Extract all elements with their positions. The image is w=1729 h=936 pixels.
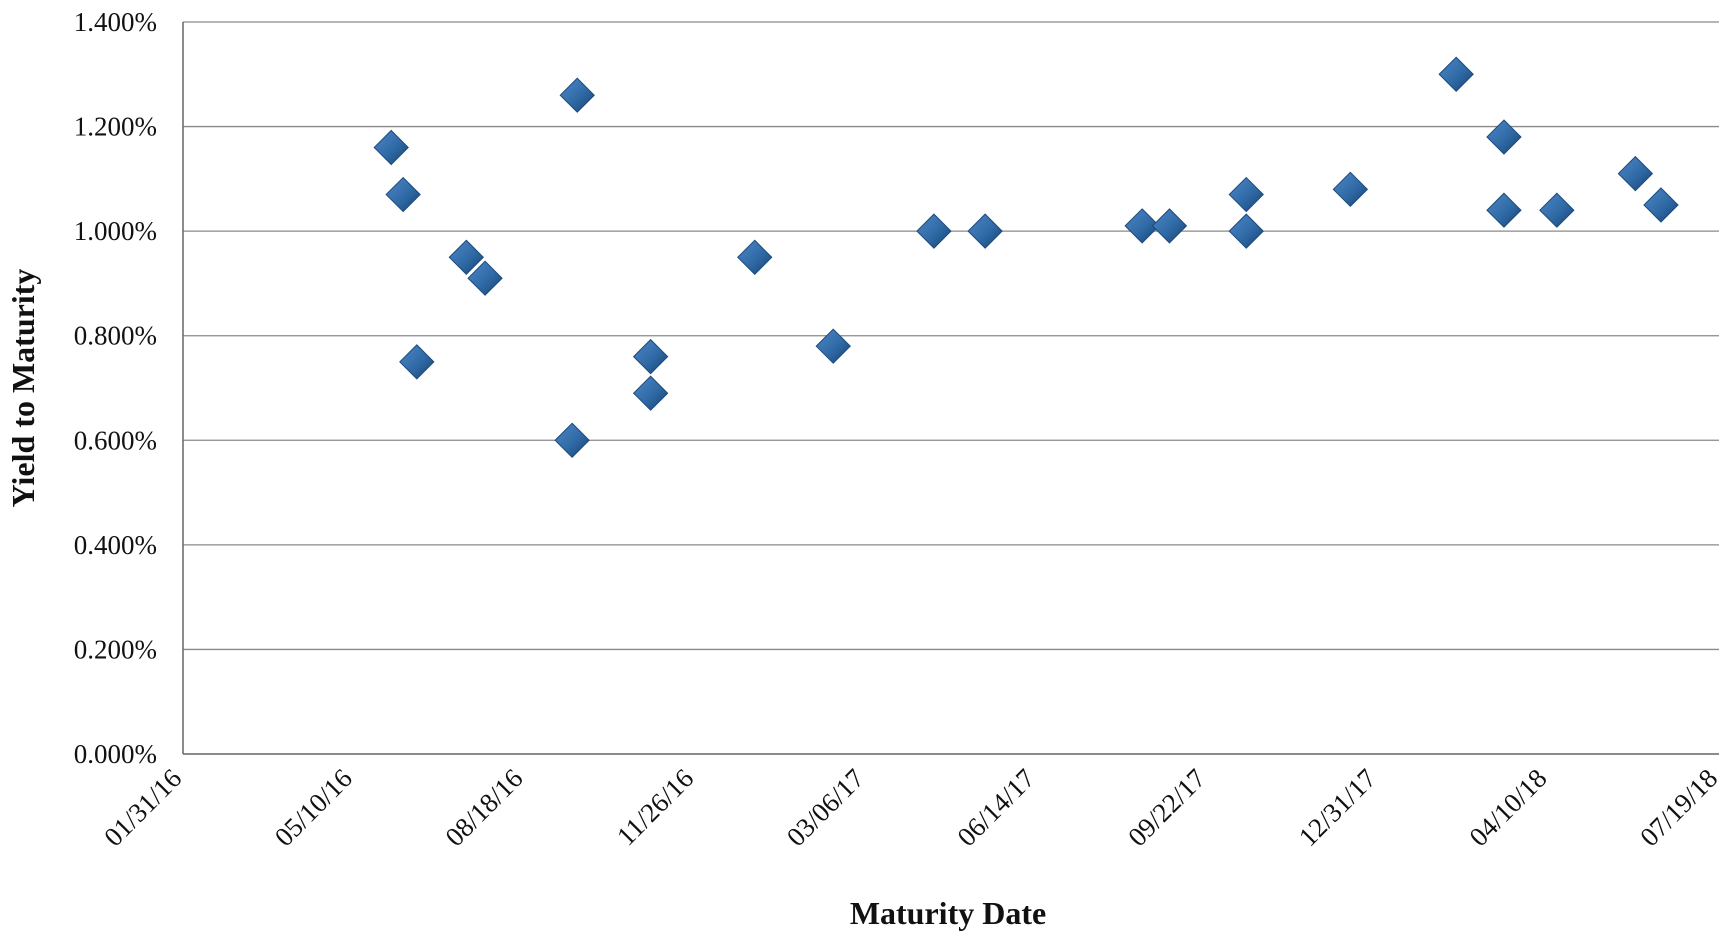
data-point <box>1124 208 1160 244</box>
data-point <box>399 344 435 380</box>
y-tick-label: 0.400% <box>74 530 157 560</box>
x-tick-label: 03/06/17 <box>781 763 870 852</box>
data-point <box>815 328 851 364</box>
x-tick-label: 01/31/16 <box>98 763 187 852</box>
data-point <box>448 239 485 275</box>
data-point <box>1617 155 1654 192</box>
y-axis-title: Yield to Maturity <box>5 269 41 508</box>
data-point <box>1539 192 1575 228</box>
data-point <box>916 213 952 249</box>
data-point <box>1228 176 1264 213</box>
x-tick-label: 06/14/17 <box>951 763 1040 852</box>
y-tick-label: 0.800% <box>74 321 157 351</box>
data-point <box>1332 171 1369 208</box>
x-tick-label: 11/26/16 <box>611 763 699 851</box>
x-tick-label: 12/31/17 <box>1293 763 1382 852</box>
x-tick-label: 05/10/16 <box>269 763 358 852</box>
x-tick-label: 07/19/18 <box>1634 763 1723 852</box>
data-point <box>554 422 590 458</box>
x-axis-title: Maturity Date <box>850 895 1046 931</box>
data-points <box>373 56 1679 458</box>
y-tick-label: 1.200% <box>74 112 157 142</box>
data-point <box>1438 56 1474 92</box>
data-point <box>559 77 595 113</box>
data-point <box>1643 187 1679 223</box>
y-tick-label: 0.000% <box>74 739 157 769</box>
data-point <box>967 213 1003 249</box>
y-tick-label: 1.400% <box>74 7 157 37</box>
y-tick-label: 1.000% <box>74 216 157 246</box>
data-point <box>632 375 669 411</box>
y-tick-label: 0.200% <box>74 634 157 664</box>
data-point <box>373 129 409 166</box>
x-axis-tick-labels: 01/31/16 05/10/16 08/18/16 11/26/16 03/06/17… <box>98 763 1723 852</box>
y-axis-tick-labels: 0.000% 0.200% 0.400% 0.600% 0.800% 1.000% 1.20… <box>74 7 157 769</box>
data-point <box>632 338 669 375</box>
x-tick-label: 04/10/18 <box>1463 763 1552 852</box>
data-point <box>1151 208 1188 244</box>
x-tick-label: 08/18/16 <box>439 763 528 852</box>
y-tick-label: 0.600% <box>74 425 157 455</box>
data-point <box>1486 192 1522 228</box>
data-point <box>467 260 503 296</box>
x-tick-label: 09/22/17 <box>1122 763 1211 852</box>
data-point <box>1228 213 1264 249</box>
data-point <box>385 176 421 213</box>
data-point <box>1486 119 1522 155</box>
data-point <box>737 239 773 275</box>
gridlines <box>183 21 1719 651</box>
